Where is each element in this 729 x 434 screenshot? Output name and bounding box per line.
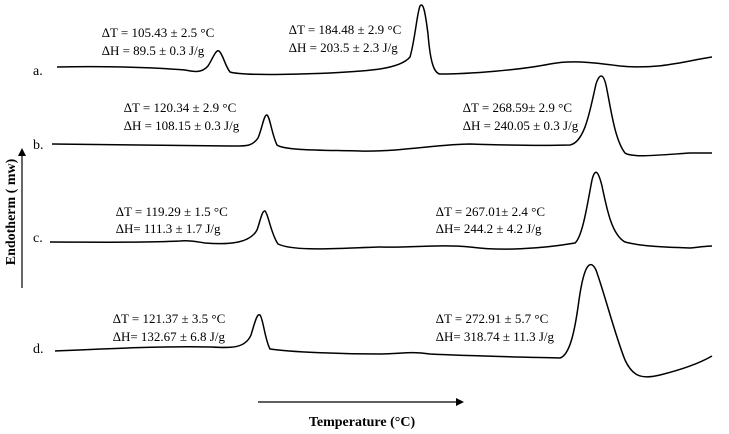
- trace-d-peak-2-dH: ∆H= 318.74 ± 11.3 J/g: [436, 329, 554, 344]
- trace-a-peak-2-dT: ∆T = 184.48 ± 2.9 °C: [289, 22, 401, 37]
- trace-d-peak-1-dT: ∆T = 121.37 ± 3.5 °C: [113, 311, 225, 326]
- trace-b-line: [51, 75, 712, 157]
- trace-d-peak-2-dT: ∆T = 272.91 ± 5.7 °C: [436, 311, 548, 326]
- trace-b-peak-2-dH: ∆H = 240.05 ± 0.3 J/g: [463, 118, 579, 133]
- trace-c-peak-2-dT: ∆T = 267.01± 2.4 °C: [436, 204, 545, 219]
- trace-b-label: b.: [33, 138, 44, 153]
- y-axis-title: Endotherm ( mw): [4, 158, 19, 265]
- trace-a-line: [56, 4, 713, 76]
- trace-b-peak-2-dT: ∆T = 268.59± 2.9 °C: [463, 100, 572, 115]
- trace-a-peak-1-dT: ∆T = 105.43 ± 2.5 °C: [102, 25, 214, 40]
- trace-c-peak-2-dH: ∆H= 244.2 ± 4.2 J/g: [436, 221, 542, 236]
- trace-c-peak-1-dH: ∆H= 111.3 ± 1.7 J/g: [116, 221, 221, 236]
- trace-b-peak-1-dH: ∆H = 108.15 ± 0.3 J/g: [124, 118, 240, 133]
- trace-d-line: [54, 263, 713, 378]
- trace-b-peak-1-dT: ∆T = 120.34 ± 2.9 °C: [124, 100, 236, 115]
- trace-c-line: [49, 171, 713, 250]
- trace-c-label: c.: [33, 231, 43, 246]
- trace-a-peak-1-dH: ∆H = 89.5 ± 0.3 J/g: [102, 43, 205, 58]
- x-axis-title: Temperature (°C): [309, 415, 416, 430]
- trace-c-peak-1-dT: ∆T = 119.29 ± 1.5 °C: [116, 204, 228, 219]
- trace-a-peak-2-dH: ∆H = 203.5 ± 2.3 J/g: [289, 40, 398, 55]
- trace-d-label: d.: [33, 342, 44, 357]
- trace-a-label: a.: [33, 64, 43, 79]
- trace-d-peak-1-dH: ∆H= 132.67 ± 6.8 J/g: [113, 329, 225, 344]
